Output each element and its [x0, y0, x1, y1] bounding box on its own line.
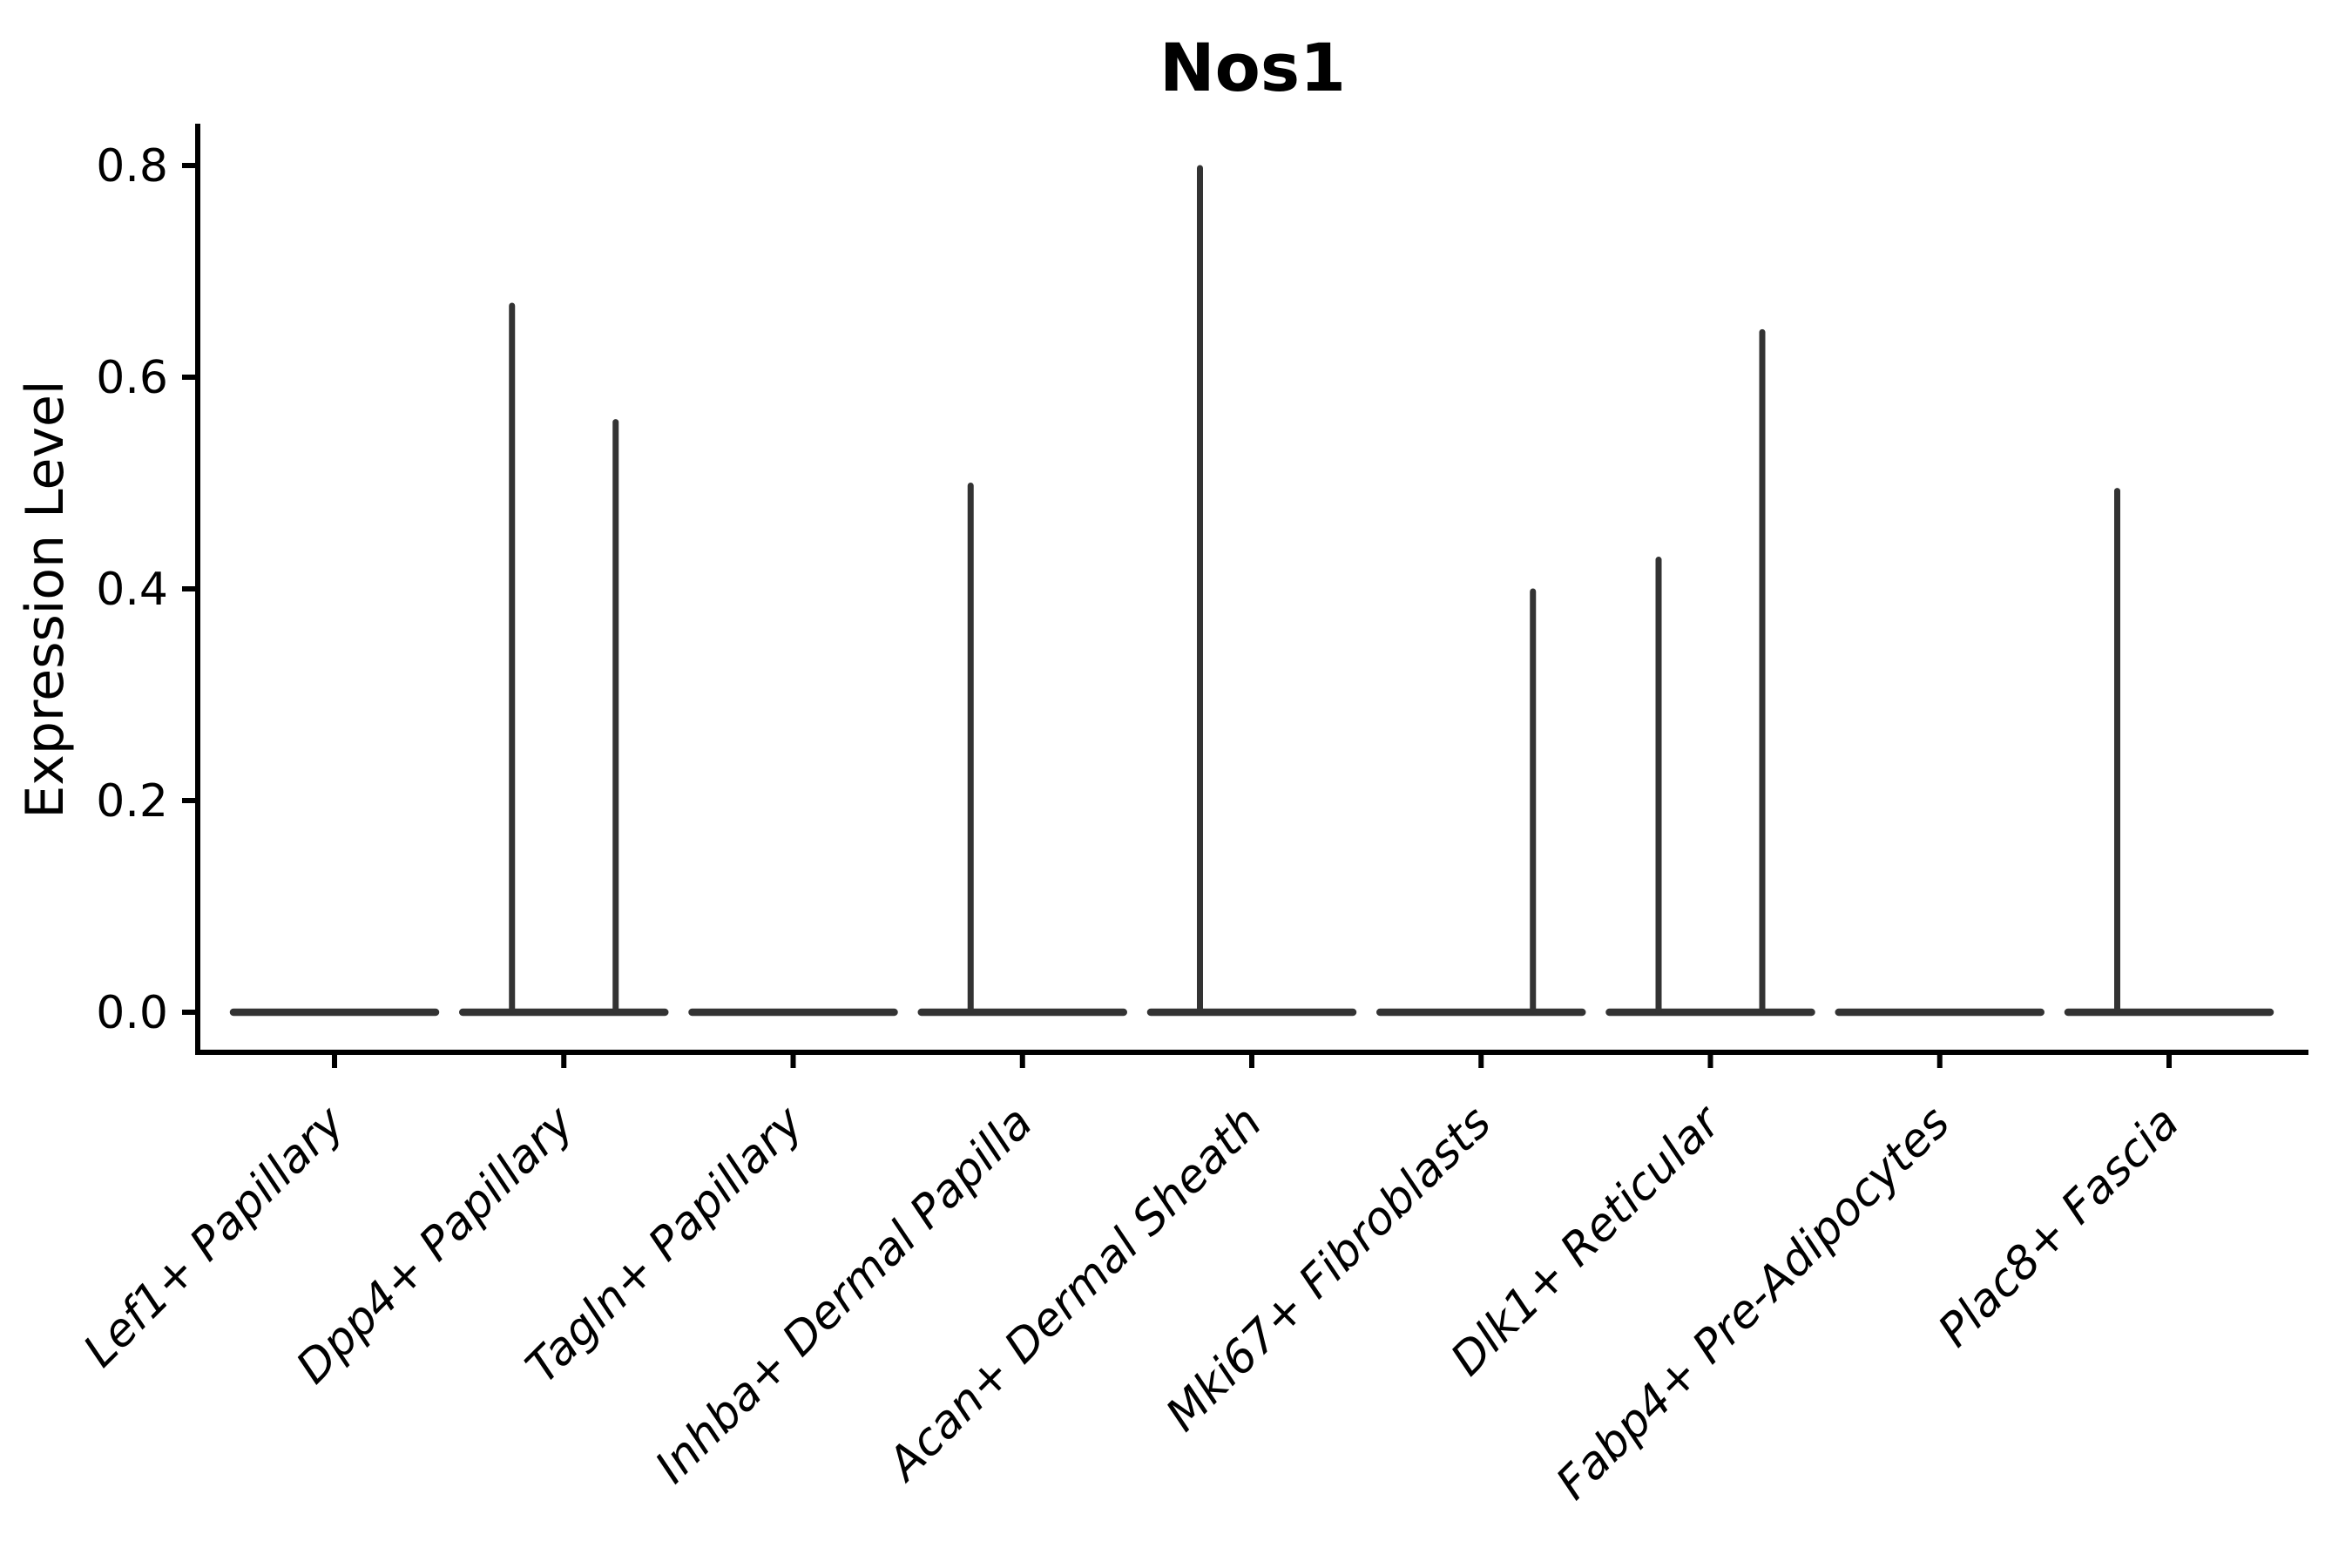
y-tick-label: 0.2	[96, 775, 168, 828]
x-tick-label: Fabp4+ Pre-Adipocytes	[1546, 1097, 1960, 1511]
violins-group	[229, 165, 2274, 1017]
y-axis-group: 0.0 0.2 0.4 0.6 0.8	[96, 140, 198, 1039]
y-tick-label: 0.8	[96, 140, 168, 193]
y-tick-label: 0.4	[96, 564, 168, 616]
x-tick-label: Inhba+ Dermal Papilla	[645, 1097, 1043, 1494]
x-tick-label: Plac8+ Fascia	[1929, 1097, 2189, 1357]
y-tick-label: 0.6	[96, 352, 168, 404]
y-tick-label: 0.0	[96, 987, 168, 1039]
x-tick-label: Acan+ Dermal Sheath	[876, 1097, 1272, 1492]
y-axis-label: Expression Level	[15, 380, 76, 818]
chart-title: Nos1	[1159, 29, 1346, 106]
